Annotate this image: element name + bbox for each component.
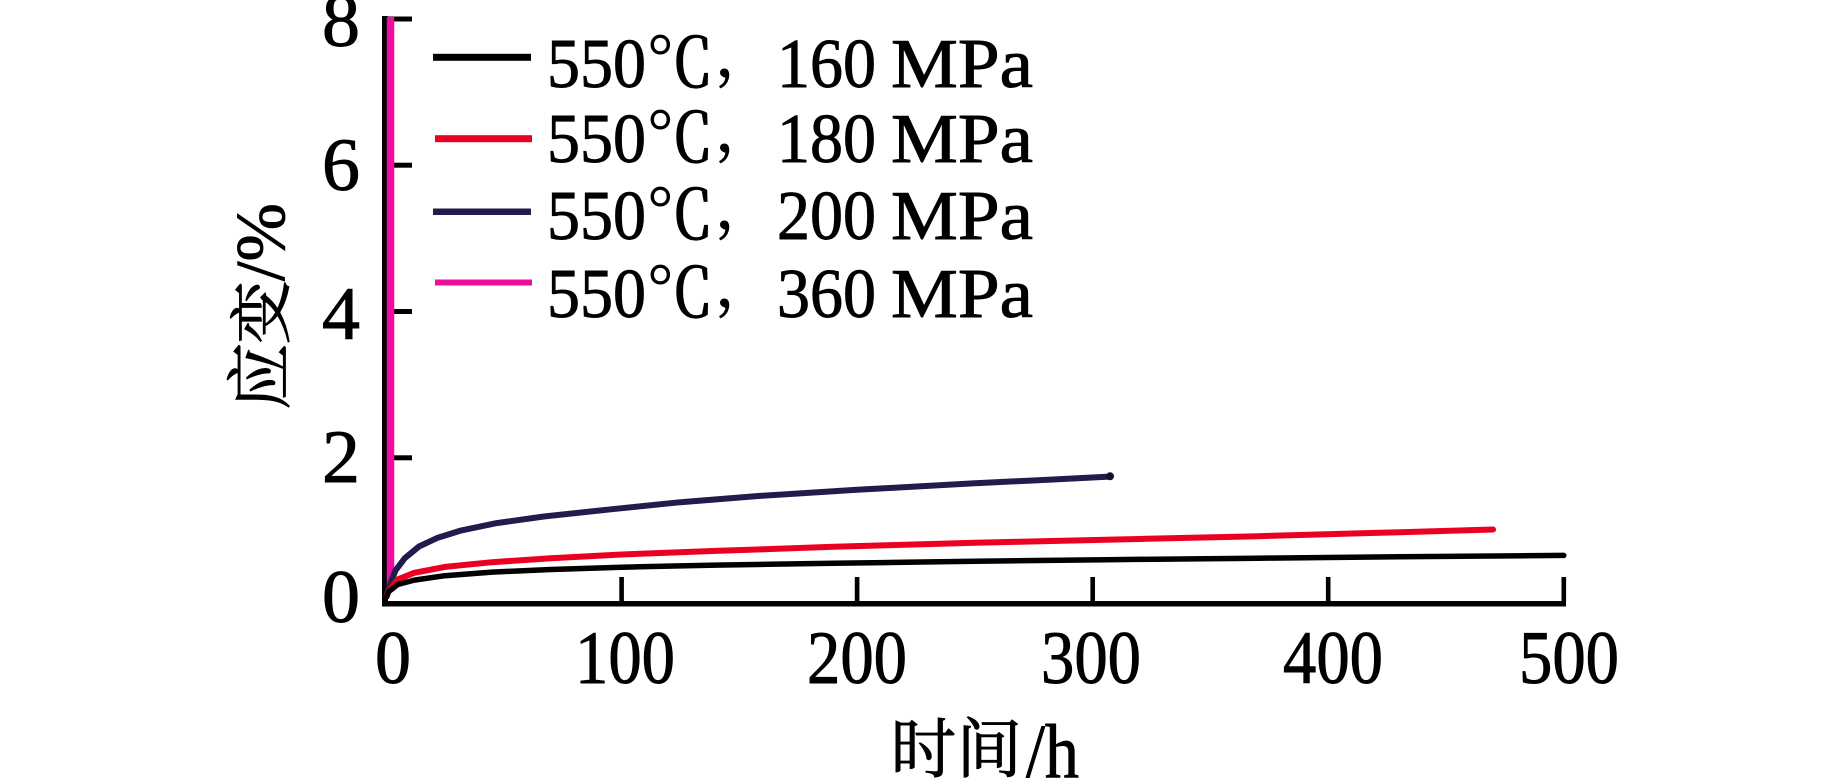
svg-text:MPa: MPa bbox=[891, 101, 1033, 178]
svg-text:0: 0 bbox=[375, 617, 411, 700]
svg-text:2: 2 bbox=[322, 416, 360, 499]
svg-text:/h: /h bbox=[1026, 710, 1079, 779]
svg-text:360: 360 bbox=[777, 256, 876, 333]
svg-text:8: 8 bbox=[322, 0, 360, 63]
svg-text:/%: /% bbox=[223, 203, 300, 281]
svg-text:200: 200 bbox=[807, 617, 907, 700]
svg-text:200: 200 bbox=[777, 178, 876, 255]
svg-text:300: 300 bbox=[1041, 617, 1141, 700]
svg-text:MPa: MPa bbox=[891, 256, 1033, 333]
svg-text:4: 4 bbox=[322, 273, 360, 356]
svg-text:6: 6 bbox=[322, 124, 360, 207]
svg-text:180: 180 bbox=[777, 101, 876, 178]
svg-text:160: 160 bbox=[777, 26, 876, 103]
svg-text:550: 550 bbox=[547, 256, 646, 333]
svg-text:400: 400 bbox=[1283, 617, 1383, 700]
svg-text:MPa: MPa bbox=[891, 178, 1033, 255]
svg-text:100: 100 bbox=[575, 617, 675, 700]
svg-text:550: 550 bbox=[547, 178, 646, 255]
svg-text:MPa: MPa bbox=[891, 26, 1033, 103]
svg-text:500: 500 bbox=[1519, 617, 1619, 700]
svg-text:550: 550 bbox=[547, 26, 646, 103]
svg-text:550: 550 bbox=[547, 101, 646, 178]
svg-text:0: 0 bbox=[322, 556, 360, 639]
